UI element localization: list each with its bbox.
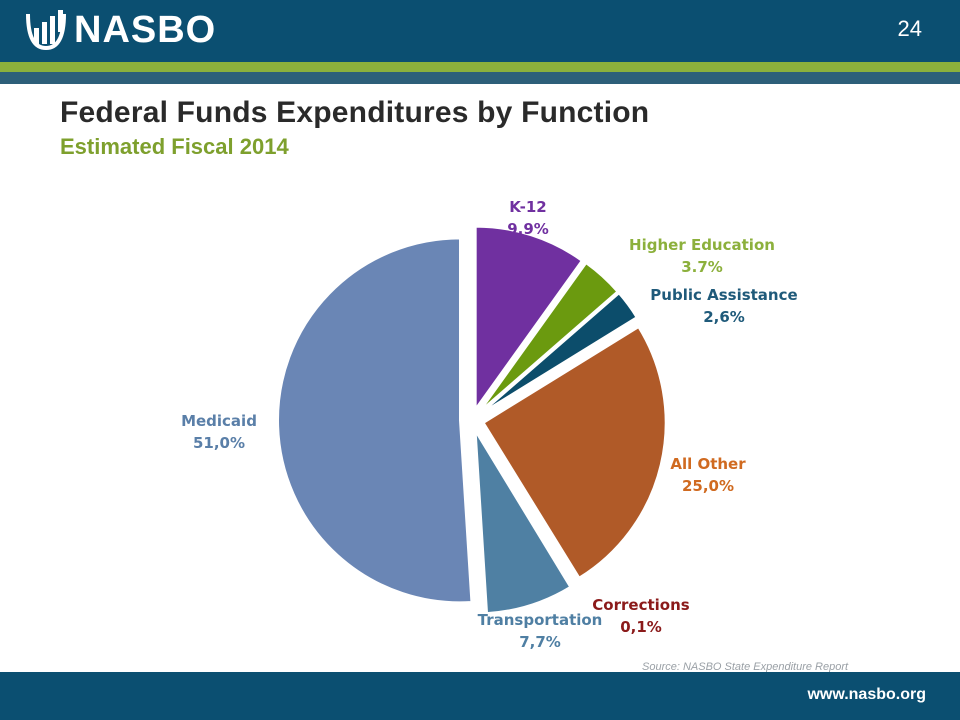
slice-value-corrections: 0,1% xyxy=(620,618,662,636)
slice-label-medicaid: Medicaid xyxy=(181,412,257,430)
slice-value-all-other: 25,0% xyxy=(682,477,734,495)
footer-bar xyxy=(0,672,960,720)
pie-slice-all-other xyxy=(482,325,667,580)
pie-slice-transportation xyxy=(474,430,572,615)
website-link[interactable]: www.nasbo.org xyxy=(807,686,926,703)
source-note: Source: NASBO State Expenditure Report xyxy=(642,661,849,673)
slice-label-all-other: All Other xyxy=(670,455,746,473)
pie-slice-public-assistance xyxy=(481,291,638,414)
logo-text: NASBO xyxy=(74,9,217,51)
slice-label-corrections: Corrections xyxy=(592,596,689,614)
pie-slice-k-12 xyxy=(474,225,584,412)
header-under-stripe xyxy=(0,72,960,84)
page-number: 24 xyxy=(897,16,922,41)
slice-value-k-12: 9.9% xyxy=(507,220,549,238)
pie-slice-corrections xyxy=(477,429,576,588)
pie-slice-medicaid xyxy=(277,237,473,604)
slice-value-higher-education: 3.7% xyxy=(681,258,723,276)
slice-value-public-assistance: 2,6% xyxy=(703,308,745,326)
slice-label-k-12: K-12 xyxy=(509,198,546,216)
pie-slice-higher-education xyxy=(479,261,619,412)
slice-value-transportation: 7,7% xyxy=(519,633,561,651)
header-accent-stripe xyxy=(0,62,960,72)
slide-subtitle: Estimated Fiscal 2014 xyxy=(60,134,289,159)
slice-value-medicaid: 51,0% xyxy=(193,434,245,452)
header-bar xyxy=(0,0,960,62)
slice-label-public-assistance: Public Assistance xyxy=(650,286,797,304)
bar-chart-logo-icon xyxy=(26,10,66,51)
slide-title: Federal Funds Expenditures by Function xyxy=(60,96,650,129)
slice-label-higher-education: Higher Education xyxy=(629,236,775,254)
slice-label-transportation: Transportation xyxy=(478,611,603,629)
nasbo-logo: NASBO xyxy=(22,8,216,52)
